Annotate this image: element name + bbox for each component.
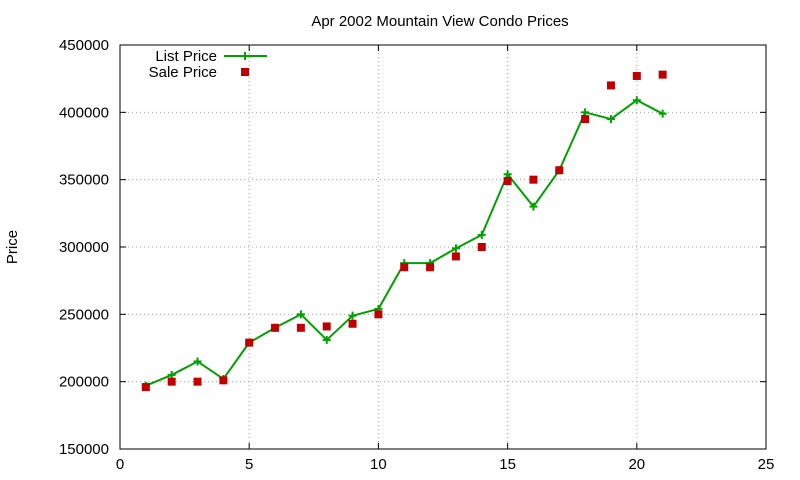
list-price-point: [658, 109, 667, 118]
list-price-point: [606, 115, 615, 124]
x-tick-label: 20: [628, 456, 645, 473]
sale-price-point: [400, 263, 409, 272]
sale-price-point: [503, 177, 512, 186]
sale-price-point: [477, 243, 486, 251]
y-tick-label: 400000: [59, 104, 109, 121]
sale-price-point: [581, 115, 590, 124]
list-price-point: [581, 108, 590, 117]
list-price-point: [529, 202, 538, 211]
sale-price-point: [348, 319, 357, 328]
list-price-point: [167, 370, 176, 379]
x-tick-label: 10: [370, 456, 387, 473]
list-price-point: [477, 230, 486, 239]
y-tick-label: 350000: [59, 172, 109, 189]
sale-price-point: [193, 377, 202, 386]
x-tick-label: 5: [245, 456, 253, 473]
sale-price-point: [245, 338, 254, 347]
y-tick-label: 250000: [59, 306, 109, 323]
y-tick-label: 300000: [59, 239, 109, 256]
list-price-point: [193, 357, 202, 366]
list-price-point: [296, 310, 305, 319]
sale-price-point: [271, 323, 280, 332]
list-price-point: [348, 311, 357, 320]
sale-price-point: [296, 323, 305, 332]
sale-price-point: [322, 322, 331, 331]
grid: [120, 45, 766, 449]
legend-swatch-square: [241, 68, 249, 76]
list-price-line: [145, 99, 664, 387]
sale-price-point: [374, 310, 383, 319]
x-tick-label: 15: [499, 456, 516, 473]
legend-label-list-price: List Price: [155, 48, 217, 65]
list-price-point: [632, 96, 641, 105]
axes: 0 5 10 15 20 25 150000 200000 250000 300000 350000…: [59, 37, 774, 473]
y-axis-label: Price: [4, 230, 21, 264]
legend-swatch-marker: [241, 52, 249, 60]
sale-price-point: [451, 252, 460, 261]
y-tick-label: 200000: [59, 374, 109, 391]
y-tick-label: 150000: [59, 441, 109, 458]
sale-price-point: [529, 175, 538, 184]
sale-price-point: [426, 263, 435, 272]
y-tick-label: 450000: [59, 37, 109, 54]
sale-price-point: [219, 376, 228, 385]
list-price-point: [322, 335, 331, 344]
legend-label-sale-price: Sale Price: [149, 64, 217, 81]
sale-price-point: [167, 377, 176, 386]
sale-price-point: [606, 81, 615, 90]
x-tick-label: 25: [758, 456, 775, 473]
plot-series: [141, 70, 667, 392]
list-price-point: [503, 170, 512, 179]
sale-price-point: [141, 383, 150, 392]
sale-price-point: [555, 166, 564, 175]
chart-title: Apr 2002 Mountain View Condo Prices: [311, 13, 568, 30]
sale-price-point: [658, 70, 667, 79]
list-price-point: [451, 244, 460, 253]
x-tick-label: 0: [116, 456, 124, 473]
sale-price-point: [632, 71, 641, 80]
